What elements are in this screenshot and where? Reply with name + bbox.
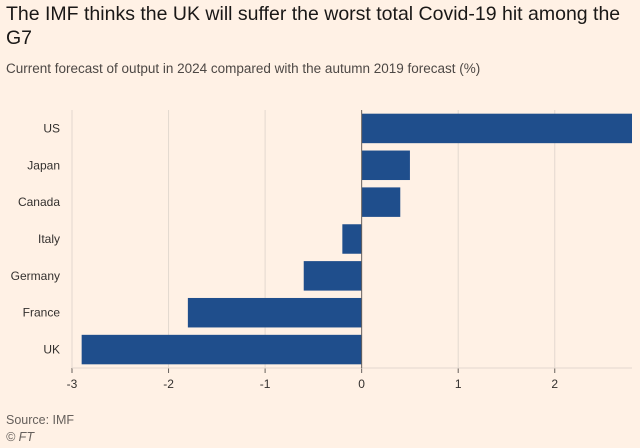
chart-subtitle: Current forecast of output in 2024 compa… <box>6 61 481 76</box>
x-tick-label: 1 <box>455 377 462 391</box>
x-tick-label: 0 <box>358 377 365 391</box>
category-label-us: US <box>43 121 60 135</box>
category-labels: US Japan Canada Italy Germany France UK <box>11 121 61 356</box>
bar-italy <box>342 224 362 254</box>
x-tick-label: -1 <box>260 377 271 391</box>
bar-france <box>187 297 362 328</box>
source-note: Source: IMF <box>6 413 75 427</box>
bars <box>81 113 632 365</box>
bar-canada <box>361 187 401 217</box>
x-tick-label: -3 <box>67 377 78 391</box>
x-tick-label: -2 <box>163 377 174 391</box>
ft-credit: © FT <box>6 430 34 444</box>
chart-title: The IMF thinks the UK will suffer the wo… <box>6 3 621 49</box>
category-label-japan: Japan <box>27 158 60 172</box>
x-tick-label: 2 <box>551 377 558 391</box>
bar-germany <box>303 261 362 291</box>
category-label-france: France <box>23 306 61 320</box>
x-axis-ticks: -3 -2 -1 0 1 2 <box>67 367 632 391</box>
category-label-canada: Canada <box>18 195 60 209</box>
bar-japan <box>361 150 410 181</box>
grid-lines <box>71 110 556 368</box>
bar-chart: US Japan Canada Italy Germany France UK -3 -2 -1… <box>11 110 632 391</box>
category-label-italy: Italy <box>38 232 60 246</box>
bar-us <box>361 113 632 144</box>
category-label-uk: UK <box>43 343 60 357</box>
bar-uk <box>81 334 362 365</box>
category-label-germany: Germany <box>11 269 60 283</box>
